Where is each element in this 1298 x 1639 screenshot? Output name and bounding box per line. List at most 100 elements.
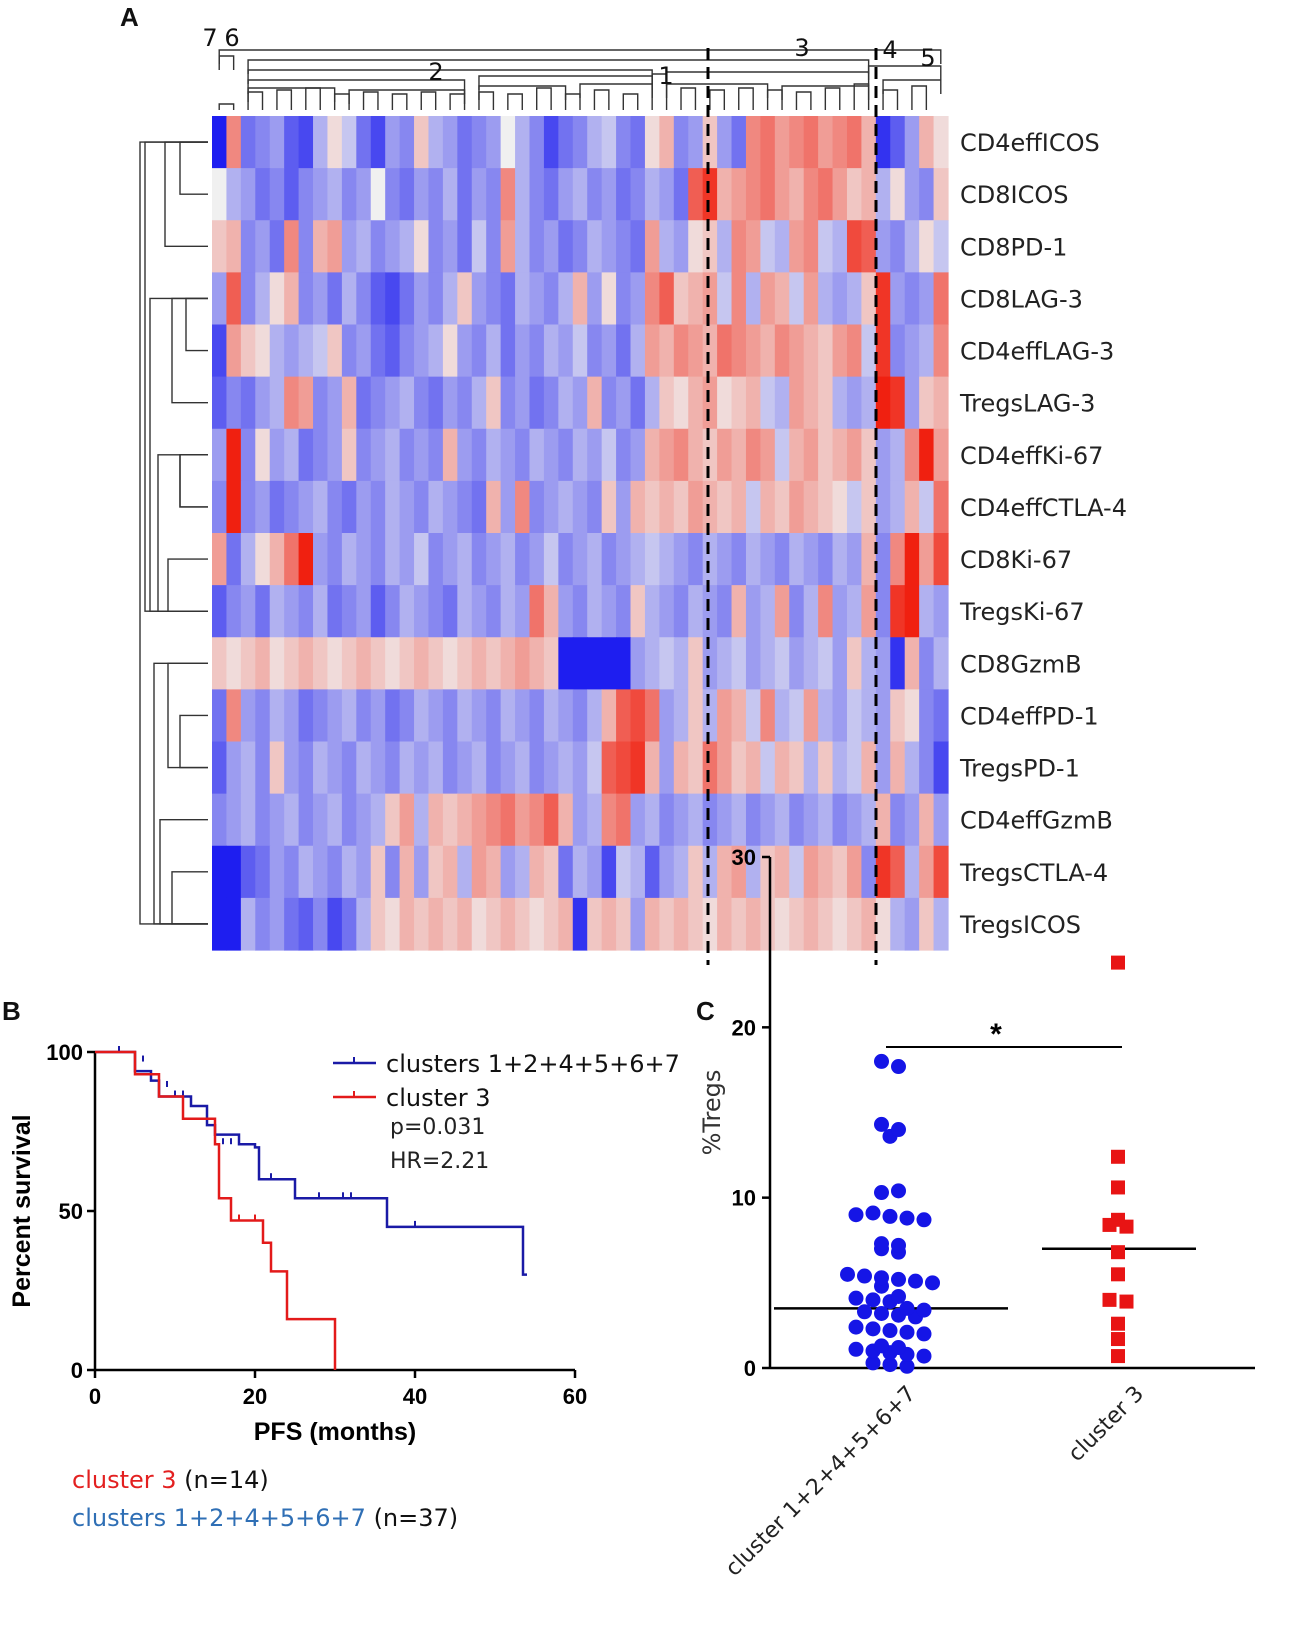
heatmap-cell	[356, 376, 372, 430]
heatmap-cell	[255, 116, 271, 169]
tregs-point	[1111, 1332, 1125, 1347]
heatmap-row-label: CD8ICOS	[960, 181, 1068, 209]
heatmap-cell	[659, 845, 675, 899]
dendro-branch	[564, 93, 581, 110]
tregs-point	[916, 1212, 932, 1228]
dendro-branch	[179, 454, 208, 508]
heatmap-cell	[861, 897, 877, 951]
heatmap-cell	[356, 480, 372, 534]
heatmap-cell	[904, 116, 920, 169]
heatmap-cell	[327, 741, 343, 795]
heatmap-cell	[500, 272, 516, 326]
heatmap-cell	[515, 689, 531, 743]
tregs-point	[1111, 1149, 1125, 1164]
y-tick-label: 0	[71, 1358, 83, 1383]
heatmap-cell	[500, 428, 516, 482]
heatmap-cell	[212, 585, 228, 638]
heatmap-cell	[572, 272, 588, 326]
heatmap-cell	[486, 272, 502, 326]
heatmap-cell	[269, 220, 285, 273]
heatmap-cell	[818, 637, 834, 690]
heatmap-cell	[717, 897, 733, 951]
heatmap-cell	[486, 428, 502, 482]
heatmap-cell	[558, 845, 574, 899]
dendro-branch	[593, 89, 610, 110]
heatmap-cell	[558, 324, 574, 378]
heatmap-cell	[789, 272, 805, 326]
heatmap-cell	[269, 428, 285, 482]
heatmap-cell	[587, 741, 603, 795]
heatmap-cell	[240, 689, 256, 743]
heatmap-cell	[760, 845, 776, 899]
heatmap-cell	[255, 585, 271, 638]
heatmap-cell	[745, 741, 761, 795]
heatmap-cell	[457, 637, 473, 690]
heatmap-cell	[861, 116, 877, 169]
dendro-branch	[218, 55, 235, 70]
column-dendrogram	[218, 49, 942, 110]
heatmap-cell	[486, 480, 502, 534]
heatmap-cell	[616, 585, 632, 638]
heatmap-cell	[875, 741, 891, 795]
x-tick-label: 0	[89, 1384, 101, 1409]
heatmap-cell	[385, 324, 401, 378]
heatmap-cell	[659, 689, 675, 743]
heatmap-cell	[616, 689, 632, 743]
heatmap-cell	[212, 637, 228, 690]
heatmap-cell	[861, 324, 877, 378]
heatmap-cell	[818, 116, 834, 169]
heatmap-cell	[212, 793, 228, 847]
heatmap-cell	[673, 376, 689, 430]
heatmap-cell	[616, 793, 632, 847]
dendro-branch	[579, 83, 653, 98]
heatmap-cell	[688, 741, 704, 795]
heatmap-cell	[803, 585, 819, 638]
heatmap-cell	[399, 168, 415, 221]
heatmap-cell	[500, 637, 516, 690]
heatmap-cell	[428, 845, 444, 899]
heatmap-cell	[298, 637, 314, 690]
heatmap-cell	[414, 168, 430, 221]
heatmap-cell	[688, 324, 704, 378]
heatmap-cell	[298, 533, 314, 586]
heatmap-cell	[688, 793, 704, 847]
heatmap-cell	[644, 376, 660, 430]
heatmap-cell	[587, 168, 603, 221]
heatmap-cell	[846, 220, 863, 273]
heatmap-cell	[702, 428, 718, 482]
heatmap-cell	[616, 428, 632, 482]
heatmap-cell	[587, 272, 603, 326]
heatmap-cell	[385, 480, 401, 534]
heatmap-cell	[904, 637, 920, 690]
heatmap-cell	[442, 272, 458, 326]
heatmap-cell	[875, 793, 891, 847]
y-axis-label: Percent survival	[8, 1114, 36, 1307]
heatmap-cell	[543, 376, 559, 430]
heatmap-cell	[587, 585, 603, 638]
dendro-branch	[766, 89, 783, 110]
heatmap-cell	[933, 480, 949, 534]
heatmap-cell	[284, 272, 300, 326]
tregs-point	[891, 1288, 906, 1304]
heatmap-cell	[904, 272, 920, 326]
heatmap-cell	[399, 116, 415, 169]
tregs-point	[874, 1053, 889, 1069]
count-line-others: clusters 1+2+4+5+6+7 (n=37)	[72, 1504, 458, 1532]
heatmap-cell	[644, 220, 660, 273]
heatmap-cell	[601, 689, 617, 743]
heatmap-cell	[255, 324, 271, 378]
heatmap-cell	[240, 585, 256, 638]
heatmap-cell	[875, 533, 891, 586]
heatmap-cell	[370, 220, 386, 273]
heatmap-cell	[486, 845, 502, 899]
heatmap-cell	[442, 741, 458, 795]
heatmap-cell	[803, 637, 819, 690]
heatmap-cell	[428, 689, 444, 743]
heatmap-cell	[255, 428, 271, 482]
tregs-points	[774, 955, 1196, 1374]
dendro-branch	[139, 141, 208, 925]
heatmap-cell	[861, 741, 877, 795]
tregs-point	[908, 1309, 923, 1325]
heatmap-cell	[486, 689, 502, 743]
heatmap-cell	[861, 480, 877, 534]
